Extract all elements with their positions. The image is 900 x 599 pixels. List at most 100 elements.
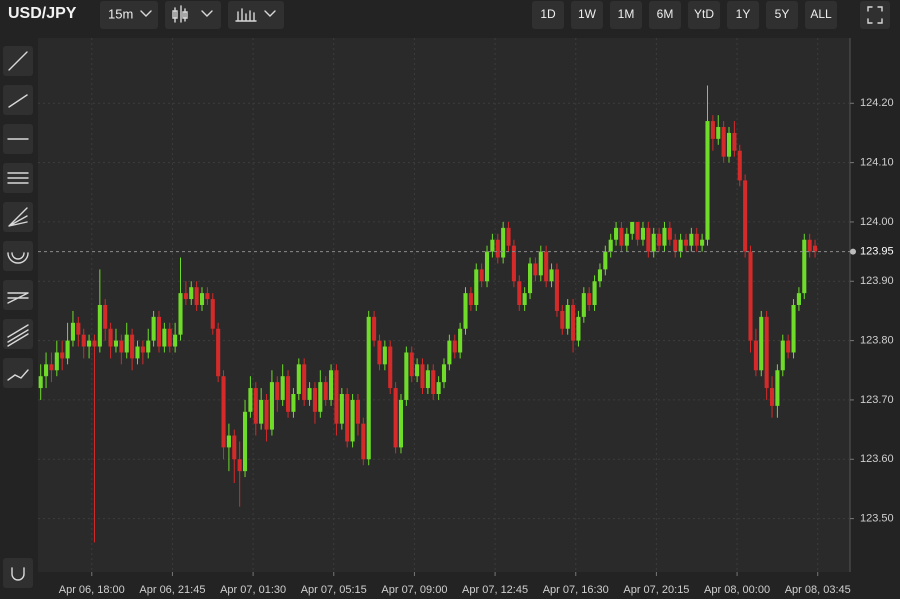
candle-body — [576, 316, 581, 341]
candle-body — [721, 127, 726, 157]
arc-icon — [7, 252, 29, 264]
candle-body — [323, 382, 328, 400]
candle-body — [624, 233, 629, 246]
candle-body — [662, 227, 667, 246]
tool-button[interactable] — [3, 280, 33, 310]
candle-body — [345, 394, 350, 442]
candle-body — [581, 293, 586, 317]
candle-body — [635, 221, 640, 240]
range-label: 5Y — [775, 7, 790, 21]
candle-body — [522, 293, 527, 305]
range-label: 1M — [618, 7, 635, 21]
fullscreen[interactable] — [860, 1, 890, 29]
candle-body — [119, 340, 124, 353]
candle-body — [571, 305, 576, 341]
candle-body — [216, 328, 221, 377]
candle-body — [404, 352, 409, 400]
candle-body — [689, 233, 694, 246]
range-button[interactable] — [571, 1, 603, 29]
candle-body — [280, 376, 285, 400]
candle-body — [775, 370, 780, 406]
candle-body — [237, 459, 242, 472]
candle-body — [716, 127, 721, 139]
candle-body — [81, 334, 86, 347]
interval-select[interactable]: 15m — [100, 1, 158, 29]
candle-body — [420, 364, 425, 389]
candle-body — [533, 263, 538, 276]
chart-type-button[interactable] — [165, 1, 221, 29]
x-tick-label: Apr 07, 05:15 — [301, 584, 367, 596]
candle-body — [506, 227, 511, 246]
drawing-tools — [3, 46, 33, 588]
candle-body — [140, 346, 145, 353]
candle-body — [780, 340, 785, 371]
candle-body — [259, 399, 264, 424]
range-button[interactable] — [727, 1, 759, 29]
y-tick-label: 124.00 — [860, 216, 894, 228]
range-button[interactable] — [532, 1, 564, 29]
trend-line-icon — [8, 51, 28, 71]
candle-body — [393, 388, 398, 448]
range-button[interactable] — [766, 1, 798, 29]
x-tick-label: Apr 07, 20:15 — [623, 584, 689, 596]
x-tick-label: Apr 08, 03:45 — [785, 584, 851, 596]
indicator-icon — [235, 8, 257, 22]
candle-body — [167, 328, 172, 347]
candle-body — [484, 251, 490, 282]
chevron — [201, 10, 213, 17]
candle-body — [156, 316, 162, 347]
candle-body — [538, 251, 543, 276]
candle-body — [807, 239, 812, 252]
chart: 123.50 123.60 123.70 123.80 123.90 124.00 124.… — [38, 38, 894, 596]
tool-button[interactable] — [3, 85, 33, 115]
x-tick-label: Apr 07, 12:45 — [462, 584, 528, 596]
candle-body — [178, 293, 183, 335]
candle-body — [748, 251, 753, 341]
range-button[interactable] — [649, 1, 681, 29]
interval-button[interactable] — [100, 1, 158, 29]
indicator-select[interactable] — [228, 1, 284, 29]
candle-body — [657, 233, 662, 246]
range-button[interactable] — [688, 1, 720, 29]
candle-icon — [172, 5, 188, 23]
candle-body — [431, 370, 436, 394]
candle-body — [603, 251, 608, 270]
range-button[interactable] — [610, 1, 642, 29]
candle-body — [592, 281, 597, 305]
y-tick-label: 123.70 — [860, 394, 894, 406]
candle-body — [597, 269, 602, 282]
candle-body — [108, 328, 113, 347]
y-tick-label: 123.60 — [860, 453, 894, 465]
candle-body — [544, 251, 549, 282]
chart-type-select[interactable] — [165, 1, 221, 29]
candle-body — [587, 293, 592, 305]
candle-body — [70, 322, 75, 341]
indicator-button[interactable] — [228, 1, 284, 29]
candle-body — [640, 227, 646, 240]
range-label: 1D — [540, 7, 556, 21]
candle-body — [802, 239, 807, 294]
x-tick-label: Apr 06, 18:00 — [59, 584, 125, 596]
candle-body — [103, 305, 108, 329]
candle-body — [737, 150, 742, 181]
candle-body — [458, 328, 463, 353]
candle-body — [511, 245, 516, 282]
candle-body — [425, 370, 430, 389]
candle-body — [151, 316, 156, 341]
range-label: 6M — [657, 7, 674, 21]
candle-body — [705, 121, 710, 240]
parallel-icon — [7, 324, 29, 347]
candle-body — [307, 388, 312, 400]
tool-button[interactable] — [3, 358, 33, 388]
candle-body — [549, 269, 554, 282]
candle-body — [608, 239, 613, 252]
candle-body — [361, 423, 366, 460]
symbol: USD/JPY — [8, 5, 77, 22]
magnet-button[interactable] — [3, 558, 33, 588]
fullscreen-button[interactable] — [860, 1, 890, 29]
y-tick-label: 124.20 — [860, 97, 894, 109]
tool-button[interactable] — [3, 241, 33, 271]
range-button[interactable] — [805, 1, 837, 29]
magnet-icon — [11, 567, 25, 581]
candle-body — [759, 316, 764, 371]
